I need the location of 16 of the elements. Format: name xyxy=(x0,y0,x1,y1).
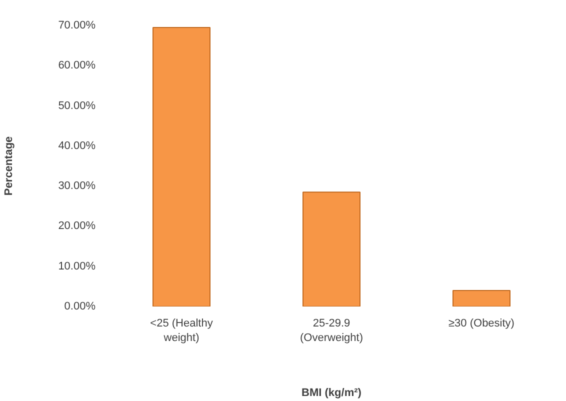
y-tick-label: 0.00% xyxy=(64,300,96,312)
y-tick-label: 40.00% xyxy=(58,140,96,152)
x-axis-title: BMI (kg/m²) xyxy=(302,386,362,399)
y-axis-title: Percentage xyxy=(3,136,16,196)
x-tick-label: <25 (Healthy weight) xyxy=(150,318,214,344)
bar xyxy=(452,290,510,306)
y-tick-label: 60.00% xyxy=(58,60,96,72)
y-tick-label: 30.00% xyxy=(58,180,96,192)
bar xyxy=(302,192,360,306)
y-tick-label: 20.00% xyxy=(58,220,96,232)
y-tick-label: 50.00% xyxy=(58,100,96,112)
y-tick-label: 10.00% xyxy=(58,260,96,272)
x-tick-label: 25-29.9 (Overweight) xyxy=(300,318,363,344)
bar xyxy=(152,27,210,306)
y-tick-label: 70.00% xyxy=(58,20,96,32)
x-tick-label: ≥30 (Obesity) xyxy=(448,318,514,330)
